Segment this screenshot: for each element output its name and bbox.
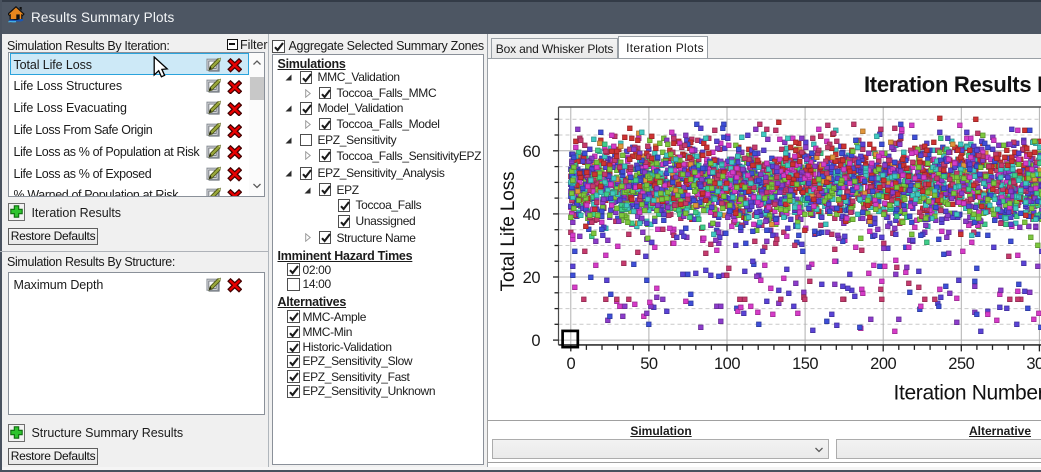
svg-text:0: 0	[566, 355, 575, 373]
svg-text:20: 20	[522, 269, 540, 287]
svg-text:250: 250	[948, 355, 974, 373]
svg-text:50: 50	[640, 355, 658, 373]
svg-text:40: 40	[522, 206, 540, 224]
svg-text:Total Life Loss: Total Life Loss	[498, 171, 519, 291]
svg-text:Iteration Number: Iteration Number	[893, 382, 1041, 405]
svg-text:150: 150	[792, 355, 818, 373]
svg-text:300: 300	[1026, 355, 1041, 373]
svg-text:60: 60	[522, 143, 540, 161]
svg-text:100: 100	[713, 355, 739, 373]
svg-text:0: 0	[531, 332, 540, 350]
svg-text:Iteration Results Plot: Iteration Results Plot	[864, 72, 1041, 97]
svg-text:200: 200	[870, 355, 896, 373]
